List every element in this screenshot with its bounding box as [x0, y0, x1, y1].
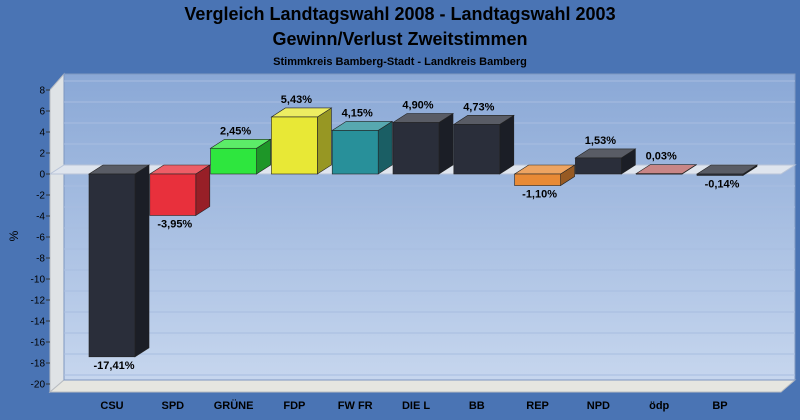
bar-front-grune — [210, 147, 257, 175]
data-label-fw-fr: 4,15% — [342, 107, 373, 119]
category-label-csu: CSU — [100, 400, 123, 412]
bar-spd — [148, 164, 211, 217]
bar-front-fdp — [271, 116, 318, 175]
data-label-odp: 0,03% — [646, 151, 677, 163]
bar-front-odp — [635, 173, 683, 175]
data-label-npd: 1,53% — [585, 135, 616, 147]
chart-subtitle-region: Stimmkreis Bamberg-Stadt - Landkreis Bam… — [273, 56, 527, 68]
category-label-npd: NPD — [587, 400, 610, 412]
y-tick-label: -20 — [31, 380, 46, 391]
chart-subtitle: Gewinn/Verlust Zweitstimmen — [272, 29, 527, 49]
data-label-bb: 4,73% — [463, 101, 494, 113]
bar-odp — [635, 164, 698, 175]
data-label-die-l: 4,90% — [402, 100, 433, 112]
y-tick-label: 0 — [39, 170, 45, 181]
category-label-spd: SPD — [161, 400, 184, 412]
y-tick-label: -16 — [31, 338, 46, 349]
data-labels: -17,41% -3,95% 2,45% 5,43% 4,15% 4,90% 4,73% -1… — [94, 94, 740, 372]
y-tick-label: -8 — [36, 254, 45, 265]
y-tick-label: 8 — [39, 86, 45, 97]
y-tick-label: -10 — [31, 275, 46, 286]
data-label-fdp: 5,43% — [281, 94, 312, 106]
bar-side-fdp — [317, 107, 332, 175]
category-label-fdp: FDP — [283, 400, 305, 412]
plot-floor — [48, 379, 797, 393]
category-label-bb: BB — [469, 400, 485, 412]
plot-left-wall — [49, 72, 65, 394]
y-axis-ticks: 8 6 4 2 0 -2 -4 -6 -8 -10 -12 -14 -16 -18 -20 — [31, 86, 50, 391]
x-axis-categories: CSU SPD GRÜNE FDP FW FR DIE L BB REP NPD ödp BP — [100, 399, 727, 412]
bar-grune — [209, 138, 272, 175]
data-label-bp: -0,14% — [705, 178, 740, 190]
bar-die-l — [391, 113, 455, 175]
y-tick-label: -18 — [31, 359, 46, 370]
bar-bb — [452, 114, 515, 175]
gridlines — [64, 80, 795, 376]
y-tick-label: -6 — [36, 233, 45, 244]
data-label-spd: -3,95% — [157, 218, 192, 230]
bar-front-csu — [88, 173, 136, 358]
y-axis-label: % — [7, 230, 21, 241]
bar-front-fw-fr — [331, 130, 379, 175]
bar-rep — [513, 164, 576, 187]
y-tick-label: -12 — [31, 296, 46, 307]
bar-front-bp — [696, 173, 744, 176]
data-label-grune: 2,45% — [220, 125, 251, 137]
category-label-grune: GRÜNE — [214, 399, 254, 412]
bar-front-spd — [149, 173, 197, 216]
y-tick-label: -4 — [36, 212, 45, 223]
category-label-die-l: DIE L — [402, 400, 430, 412]
bar-fdp — [270, 107, 333, 175]
bar-front-bb — [453, 124, 501, 175]
bar-csu — [87, 164, 151, 358]
bar-npd — [574, 148, 637, 175]
data-label-csu: -17,41% — [94, 360, 135, 372]
chart-title: Vergleich Landtagswahl 2008 - Landtagswa… — [184, 4, 615, 24]
bar-front-npd — [575, 157, 622, 175]
bar-side-die-l — [438, 113, 454, 175]
bar-front-rep — [514, 173, 561, 186]
category-label-fw-fr: FW FR — [338, 400, 373, 412]
category-label-bp: BP — [712, 400, 727, 412]
y-tick-label: 2 — [39, 149, 45, 160]
bar-side-csu — [134, 164, 150, 358]
y-tick-label: 4 — [39, 128, 45, 139]
bar-front-die-l — [392, 122, 440, 175]
bar-bp — [695, 164, 759, 177]
bars — [87, 107, 759, 358]
bar-fw-fr — [331, 120, 394, 175]
y-tick-label: 6 — [39, 107, 45, 118]
y-tick-label: -14 — [31, 317, 46, 328]
category-label-rep: REP — [526, 400, 549, 412]
category-label-odp: ödp — [649, 400, 669, 412]
bar-side-bb — [499, 114, 515, 175]
data-label-rep: -1,10% — [522, 189, 557, 201]
y-tick-label: -2 — [36, 191, 45, 202]
